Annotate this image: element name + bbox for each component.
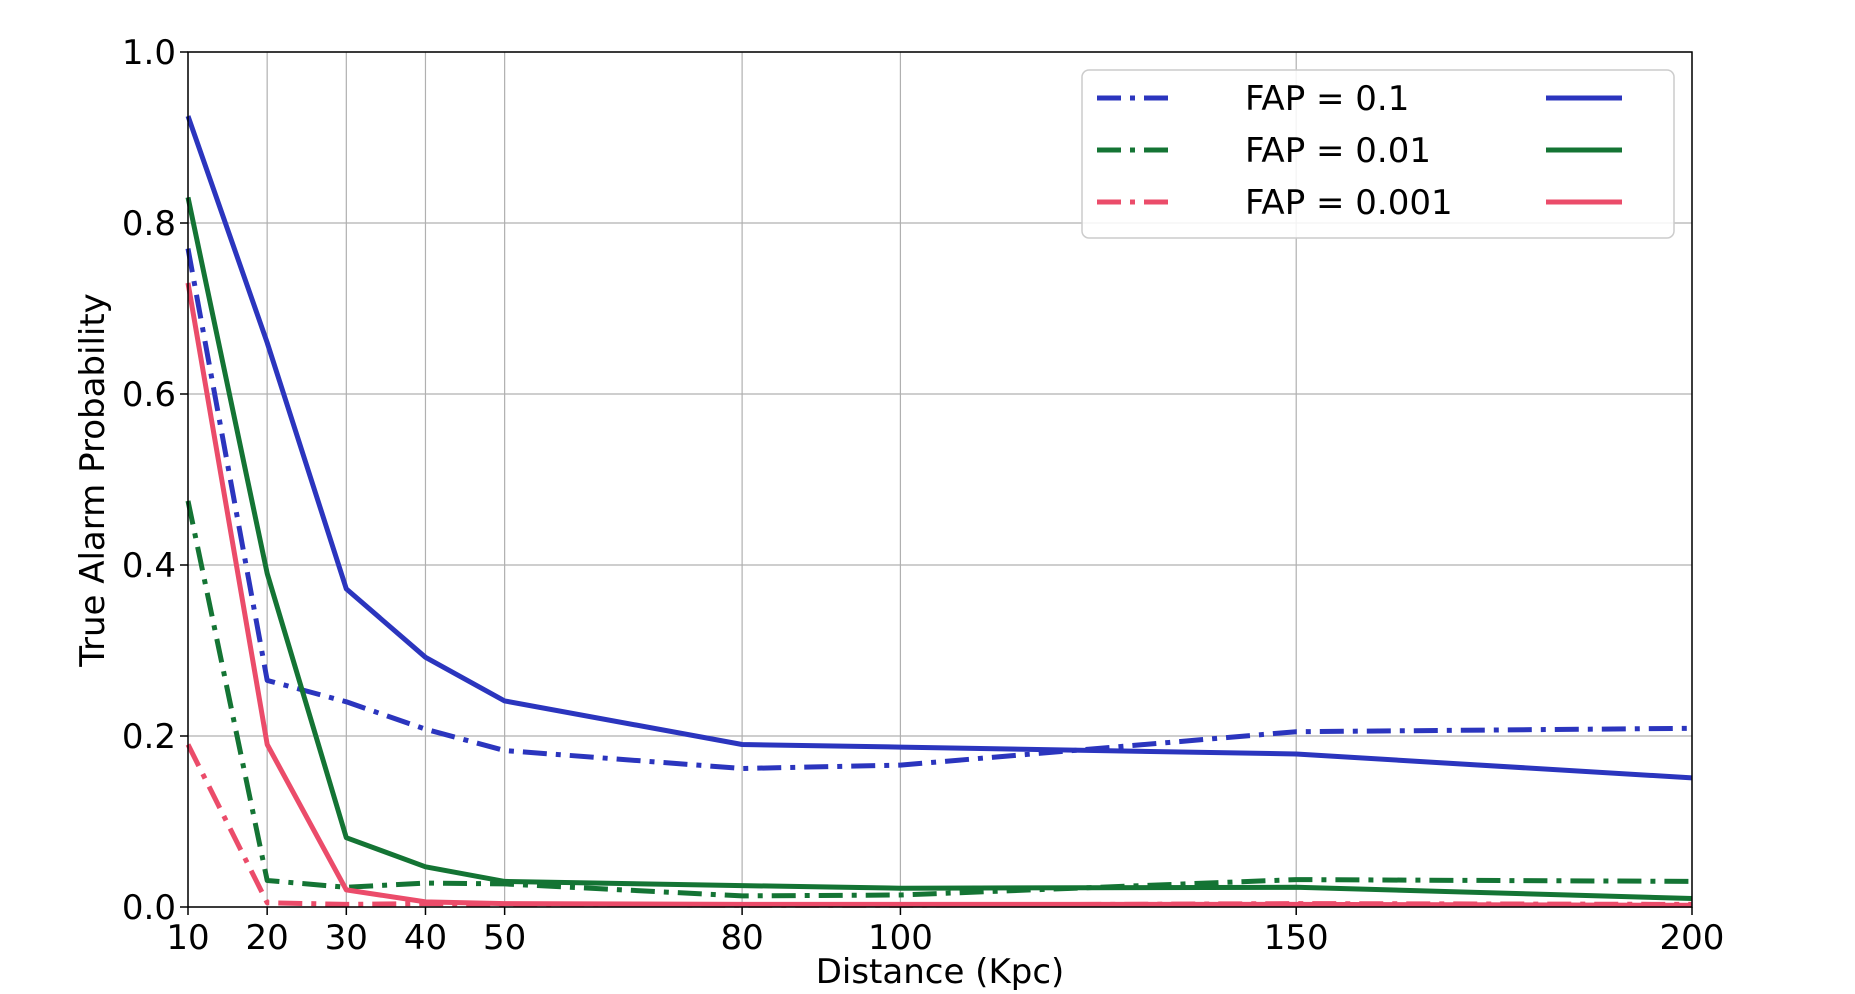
legend-label: FAP = 0.1 xyxy=(1245,79,1409,119)
series-line xyxy=(185,282,1693,908)
y-tick-label: 0.0 xyxy=(122,888,176,928)
x-tick-label: 150 xyxy=(1264,918,1329,958)
legend-label: FAP = 0.01 xyxy=(1245,131,1431,171)
y-tick-label: 0.8 xyxy=(122,204,176,244)
legend-box xyxy=(1081,69,1675,239)
x-tick-label: 30 xyxy=(325,918,368,958)
y-tick-label: 0.4 xyxy=(122,546,176,586)
legend-label: FAP = 0.001 xyxy=(1245,183,1453,223)
series-group xyxy=(185,115,1693,908)
x-tick-label: 20 xyxy=(246,918,289,958)
plot-frame xyxy=(187,51,1693,908)
x-tick-label: 200 xyxy=(1660,918,1725,958)
y-tick-label: 0.6 xyxy=(122,375,176,415)
x-tick-label: 100 xyxy=(868,918,933,958)
x-tick-label: 40 xyxy=(404,918,447,958)
y-tick-label: 1.0 xyxy=(122,33,176,73)
legend: FAP = 0.1 FAP = 0.01 FAP = 0.001 xyxy=(1081,69,1675,239)
y-axis-ticks: 0.0 0.2 0.4 0.6 0.8 1.0 xyxy=(122,33,188,928)
x-axis-ticks: 10 20 30 40 50 80 100 150 200 xyxy=(166,907,1724,958)
y-tick-label: 0.2 xyxy=(122,717,176,757)
x-tick-label: 80 xyxy=(720,918,763,958)
y-axis-label: True Alarm Probability xyxy=(73,293,113,668)
x-axis-label: Distance (Kpc) xyxy=(816,952,1065,992)
x-tick-label: 50 xyxy=(483,918,526,958)
series-line xyxy=(185,115,1693,781)
x-tick-label: 10 xyxy=(166,918,209,958)
series-line xyxy=(185,196,1693,901)
series-line xyxy=(185,743,1693,908)
